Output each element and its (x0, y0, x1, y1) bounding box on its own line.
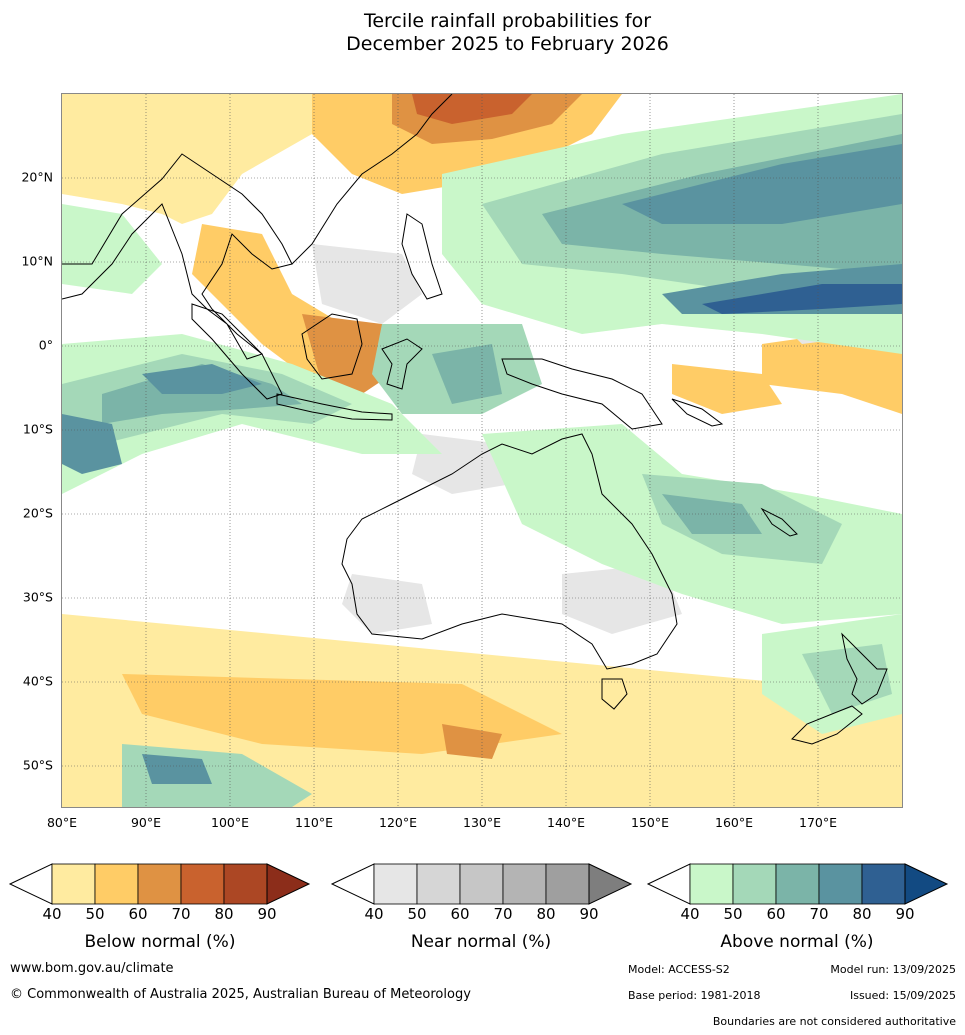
colorbar-right-extension (588, 863, 633, 905)
australia-coastline (341, 433, 678, 670)
colorbar-swatch (861, 863, 906, 905)
cbar-above-tick: 80 (852, 905, 872, 923)
cbar-above-tick: 50 (723, 905, 743, 923)
lon-label-80e: 80°E (46, 815, 78, 830)
cbar-below-title: Below normal (%) (84, 932, 236, 952)
lat-label-20s: 20°S (22, 505, 53, 521)
colorbar-swatch (732, 863, 777, 905)
lat-label-30s: 30°S (22, 589, 53, 605)
cbar-above-tick: 40 (680, 905, 700, 923)
colorbar-swatch (689, 863, 734, 905)
lon-label-170e: 170°E (798, 815, 838, 830)
cbar-near-title: Near normal (%) (410, 932, 552, 952)
lon-label-110e: 110°E (294, 815, 334, 830)
cbar-below-tick: 40 (42, 905, 62, 923)
cbar-near-tick: 90 (579, 905, 599, 923)
cbar-below-tick: 50 (85, 905, 105, 923)
base-period: Base period: 1981-2018 (628, 989, 761, 1002)
colorbar-near-normal (330, 862, 633, 906)
new-caledonia-coastline (760, 507, 798, 537)
rainfall-probability-map (61, 93, 903, 808)
borneo-coastline (301, 313, 363, 380)
cbar-above-title: Above normal (%) (720, 932, 874, 952)
cbar-above-tick: 70 (809, 905, 829, 923)
lon-label-90e: 90°E (130, 815, 162, 830)
colorbar-swatch (775, 863, 820, 905)
title-line-1: Tercile rainfall probabilities for (363, 10, 652, 32)
lon-label-150e: 150°E (630, 815, 670, 830)
colorbar-swatch (223, 863, 268, 905)
lat-label-50s: 50°S (22, 757, 53, 773)
colorbar-left-extension (330, 863, 375, 905)
colorbar-above-swatches (646, 863, 949, 905)
cbar-near-tick: 70 (493, 905, 513, 923)
tasmania-coastline (601, 678, 628, 710)
colorbar-below-swatches (8, 863, 311, 905)
colorbar-swatch (51, 863, 96, 905)
cbar-near-tick: 50 (407, 905, 427, 923)
new-zealand-south-coastline (791, 705, 863, 745)
lat-label-40s: 40°S (22, 673, 53, 689)
lat-label-0: 0° (38, 337, 53, 353)
colorbar-swatch (373, 863, 418, 905)
below-normal-regions (62, 94, 902, 807)
colorbar-swatch (818, 863, 863, 905)
map-canvas (62, 94, 902, 807)
philippines-coastline (401, 213, 443, 300)
coastlines (62, 94, 888, 745)
colorbar-swatch (94, 863, 139, 905)
china-coastline (291, 94, 453, 265)
sulawesi-coastline (381, 338, 423, 390)
colorbar-swatch (545, 863, 590, 905)
title-line-2: December 2025 to February 2026 (346, 33, 669, 55)
colorbar-right-extension (904, 863, 949, 905)
colorbar-below-normal (8, 862, 311, 906)
asia-mainland-coastline (62, 153, 293, 360)
cbar-near-tick: 80 (536, 905, 556, 923)
map-title: Tercile rainfall probabilities for Decem… (0, 10, 965, 56)
cbar-below-tick: 60 (128, 905, 148, 923)
cbar-near-tick: 60 (450, 905, 470, 923)
lon-label-120e: 120°E (378, 815, 418, 830)
cbar-above-tick: 90 (895, 905, 915, 923)
lon-label-130e: 130°E (462, 815, 502, 830)
colorbar-swatch (459, 863, 504, 905)
graticule (62, 94, 902, 807)
java-coastline (276, 393, 393, 421)
lon-label-160e: 160°E (714, 815, 754, 830)
colorbar-swatch (502, 863, 547, 905)
colorbar-swatch (137, 863, 182, 905)
model-run: Model run: 13/09/2025 (830, 963, 956, 976)
lat-label-10n: 10°N (21, 253, 53, 269)
sumatra-coastline (191, 303, 283, 400)
colorbar-above-normal (646, 862, 949, 906)
cbar-above-tick: 60 (766, 905, 786, 923)
colorbar-near-swatches (330, 863, 633, 905)
cbar-near-tick: 40 (364, 905, 384, 923)
colorbar-swatch (416, 863, 461, 905)
new-guinea-coastline (501, 358, 663, 430)
colorbar-left-extension (8, 863, 53, 905)
website-link[interactable]: www.bom.gov.au/climate (10, 961, 174, 976)
copyright-text: © Commonwealth of Australia 2025, Austra… (10, 987, 471, 1002)
colorbar-left-extension (646, 863, 691, 905)
boundaries-disclaimer: Boundaries are not considered authoritat… (712, 1015, 956, 1028)
new-zealand-north-coastline (841, 632, 888, 705)
lon-label-140e: 140°E (546, 815, 586, 830)
cbar-below-tick: 80 (214, 905, 234, 923)
colorbar-swatch (180, 863, 225, 905)
solomon-islands-coastline (671, 398, 724, 427)
colorbar-right-extension (266, 863, 311, 905)
cbar-below-tick: 90 (257, 905, 277, 923)
lon-label-100e: 100°E (210, 815, 250, 830)
lat-label-10s: 10°S (22, 421, 53, 437)
cbar-below-tick: 70 (171, 905, 191, 923)
above-normal-regions (62, 94, 902, 807)
lat-label-20n: 20°N (21, 169, 53, 185)
model-name: Model: ACCESS-S2 (628, 963, 730, 976)
issued-date: Issued: 15/09/2025 (849, 989, 956, 1002)
